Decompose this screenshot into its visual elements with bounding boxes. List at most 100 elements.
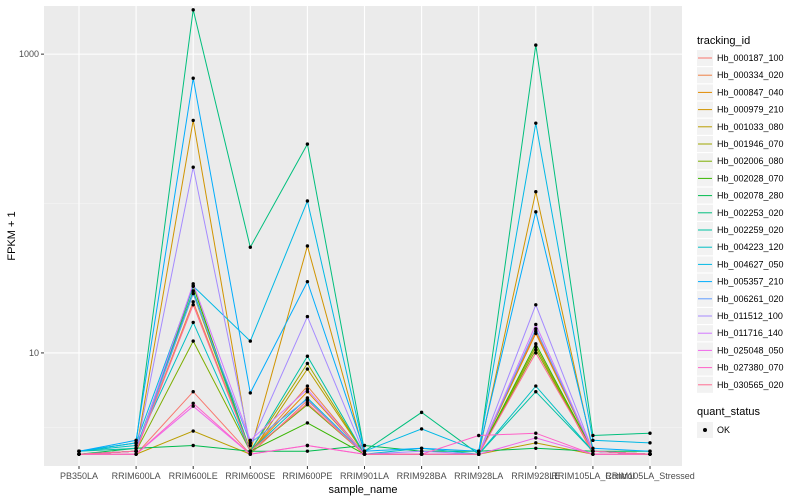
data-point	[419, 452, 424, 456]
data-point	[248, 245, 252, 249]
data-point	[191, 300, 195, 304]
legend-label: Hb_001033_080	[717, 122, 784, 132]
data-point	[305, 361, 310, 366]
legend-label: Hb_004223_120	[717, 242, 784, 252]
data-point	[534, 327, 538, 331]
legend-label: Hb_004627_050	[717, 259, 784, 269]
data-point	[534, 345, 538, 349]
data-point	[191, 429, 195, 433]
data-point	[191, 291, 195, 296]
x-tick-label: RRIM600SE	[225, 471, 275, 481]
legend-items: Hb_000187_100 Hb_000334_020 Hb_000847_040 H…	[697, 50, 784, 393]
data-point	[248, 391, 252, 395]
data-point	[191, 165, 195, 169]
data-point	[248, 441, 252, 445]
x-tick-label: RRIM928BA	[397, 471, 447, 481]
data-point	[248, 452, 252, 456]
plot-panel	[44, 6, 682, 466]
x-tick-label: RRIM928LE	[511, 471, 560, 481]
data-point	[191, 339, 195, 343]
legend-title: tracking_id	[697, 35, 750, 47]
data-point	[134, 446, 138, 450]
data-point	[134, 443, 138, 448]
y-axis-title: FPKM + 1	[6, 211, 18, 260]
data-point	[534, 384, 538, 388]
data-point	[534, 342, 538, 346]
legend-label: Hb_011512_100	[717, 311, 783, 321]
data-point	[305, 354, 310, 358]
x-tick-label: RRIM600LA	[112, 471, 161, 481]
data-point	[477, 452, 481, 456]
legend-label: Hb_000334_020	[717, 70, 784, 80]
legend-label: Hb_002028_070	[717, 173, 784, 183]
data-point	[591, 446, 595, 450]
y-axis: 10 1000	[19, 49, 44, 358]
legend-label: Hb_002259_020	[717, 225, 784, 235]
data-point	[191, 303, 195, 307]
data-point	[477, 433, 481, 438]
data-point	[362, 443, 367, 448]
data-point	[591, 449, 595, 453]
data-point	[248, 449, 252, 453]
legend-label: Hb_011716_140	[717, 328, 783, 338]
x-tick-label: RRIM105LA_Control	[551, 471, 634, 481]
data-point	[305, 279, 310, 284]
data-point	[248, 438, 252, 443]
legend: tracking_id Hb_000187_100Hb_000334_020Hb…	[697, 35, 784, 438]
data-point	[248, 339, 252, 343]
data-point	[362, 452, 367, 456]
x-tick-label: RRIM600LE	[169, 471, 218, 481]
data-point	[534, 331, 538, 336]
legend-status-point	[703, 428, 707, 432]
legend-label: Hb_025048_050	[717, 345, 784, 355]
legend-status-title: quant_status	[697, 406, 760, 418]
data-point	[77, 449, 81, 453]
data-point	[191, 443, 195, 448]
data-point	[648, 452, 652, 456]
x-tick-label: RRIM928LA	[454, 471, 503, 481]
data-point	[419, 449, 424, 453]
legend-label: Hb_027380_070	[717, 363, 784, 373]
data-point	[191, 390, 195, 394]
data-point	[191, 401, 195, 405]
data-point	[134, 449, 138, 453]
data-point	[191, 118, 195, 123]
data-point	[191, 289, 195, 293]
data-point	[305, 199, 310, 203]
data-point	[305, 384, 310, 388]
data-point	[305, 401, 310, 405]
x-tick-label: PB350LA	[60, 471, 98, 481]
data-point	[534, 431, 538, 435]
series-points	[77, 8, 652, 456]
data-point	[534, 121, 538, 125]
data-point	[305, 397, 310, 401]
data-point	[134, 452, 138, 456]
legend-label: Hb_002253_020	[717, 208, 784, 218]
data-point	[648, 431, 652, 435]
data-point	[362, 449, 367, 453]
data-point	[77, 452, 81, 456]
x-axis-title: sample_name	[328, 484, 397, 496]
legend-label: Hb_000979_210	[717, 105, 784, 115]
x-tick-label: RRIM105LA_Stressed	[605, 471, 695, 481]
data-point	[648, 449, 652, 453]
data-point	[191, 282, 195, 286]
data-point	[534, 303, 538, 307]
x-tick-label: RRIM901LA	[340, 471, 389, 481]
data-point	[534, 210, 538, 214]
legend-label: Hb_000847_040	[717, 87, 784, 97]
x-axis: PB350LA RRIM600LA RRIM600LE RRIM600SE RRIM60…	[60, 466, 695, 481]
data-point	[534, 322, 538, 327]
legend-label: Hb_002006_080	[717, 156, 784, 166]
data-point	[305, 443, 310, 448]
data-point	[248, 443, 252, 448]
data-point	[591, 452, 595, 456]
data-point	[534, 441, 538, 445]
data-point	[534, 189, 538, 194]
legend-label: Hb_030565_020	[717, 380, 784, 390]
data-point	[419, 410, 424, 415]
data-point	[305, 314, 310, 319]
data-point	[648, 441, 652, 445]
data-point	[191, 8, 195, 12]
x-tick-label: RRIM600PE	[282, 471, 332, 481]
